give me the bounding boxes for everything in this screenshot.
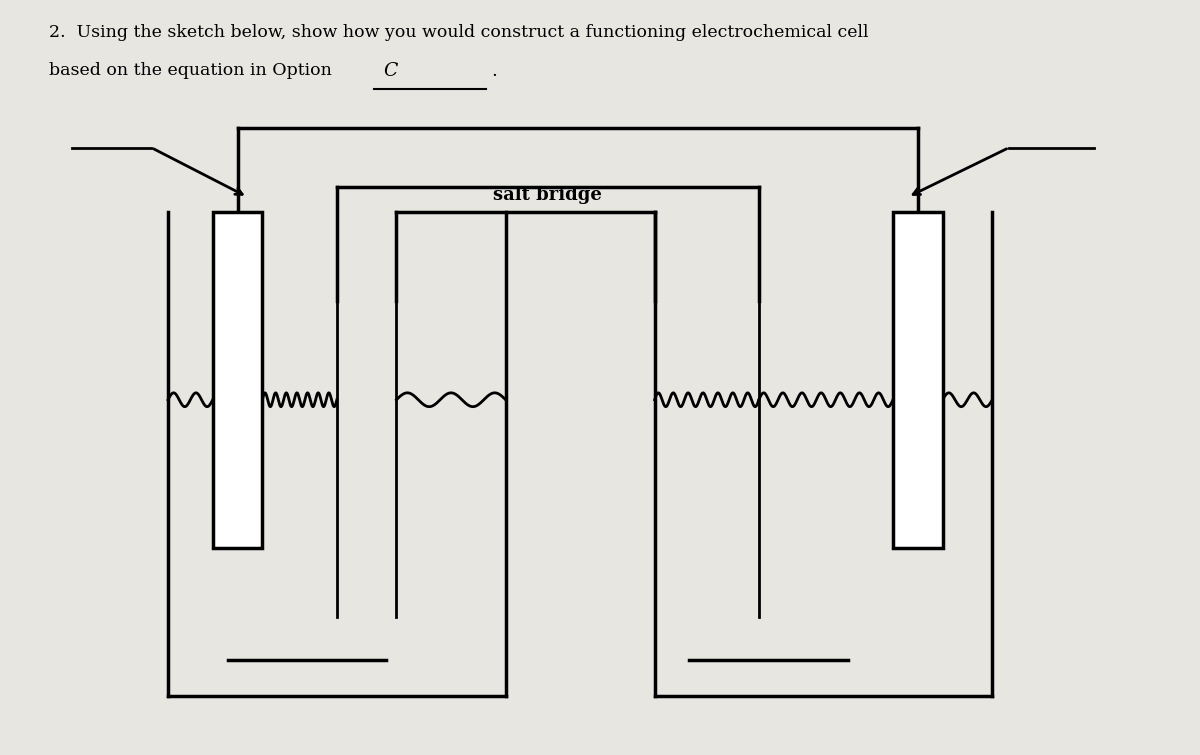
Text: C: C xyxy=(384,61,398,79)
Bar xyxy=(893,212,943,548)
Text: 2.  Using the sketch below, show how you would construct a functioning electroch: 2. Using the sketch below, show how you … xyxy=(49,24,869,41)
Text: salt bridge: salt bridge xyxy=(493,186,602,204)
Bar xyxy=(212,212,263,548)
Text: based on the equation in Option: based on the equation in Option xyxy=(49,61,331,79)
Text: .: . xyxy=(491,61,497,79)
